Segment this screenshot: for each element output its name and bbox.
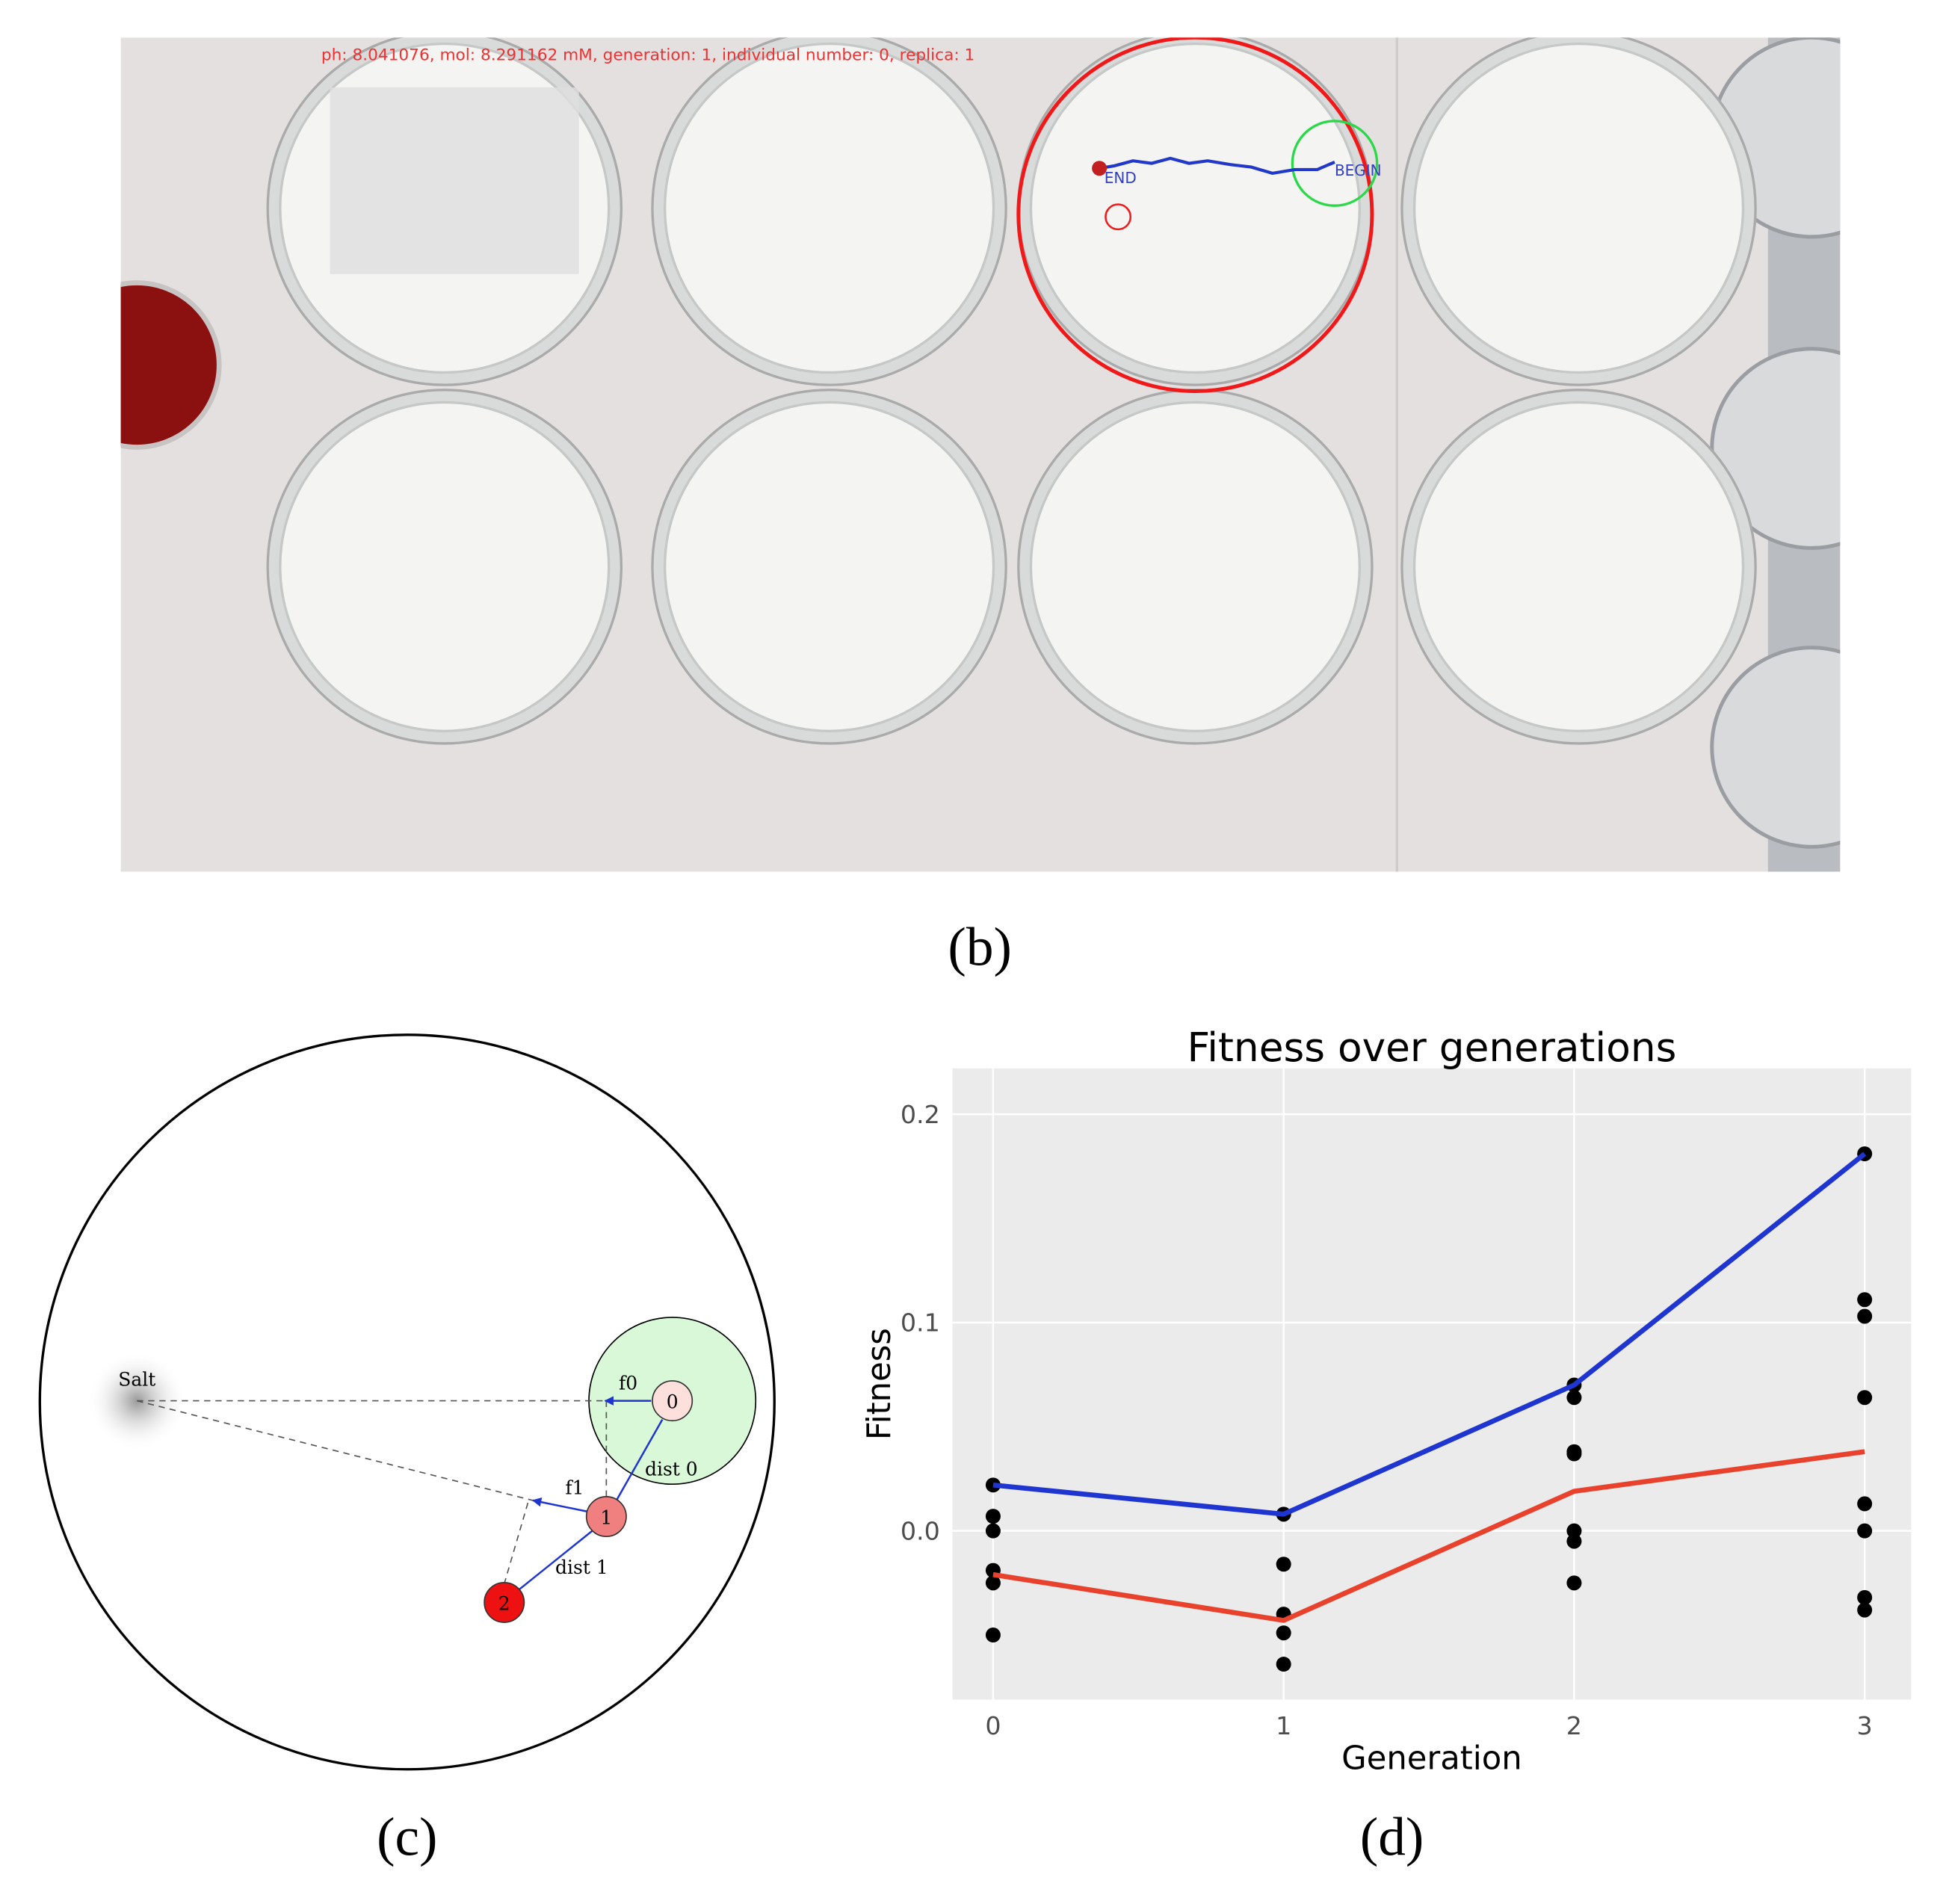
proj-1	[503, 1502, 529, 1584]
begin-circle	[1291, 120, 1379, 207]
x-tick-label: 0	[985, 1711, 1001, 1740]
data-point	[985, 1477, 1001, 1493]
caption-d: (d)	[1360, 1807, 1424, 1867]
y-tick-label: 0.0	[901, 1516, 940, 1545]
step-1	[508, 1525, 599, 1598]
dist-label: dist 0	[645, 1459, 698, 1480]
red-dish	[120, 280, 222, 450]
data-point	[1857, 1390, 1873, 1406]
data-point	[985, 1575, 1001, 1591]
x-axis-label: Generation	[1341, 1740, 1522, 1778]
chart-title: Fitness over generations	[1187, 1024, 1676, 1071]
node-label: 0	[667, 1391, 679, 1413]
salt-label: Salt	[118, 1369, 155, 1391]
data-point	[1857, 1496, 1873, 1512]
y-axis-label: Fitness	[861, 1328, 898, 1440]
petri-dish	[663, 42, 995, 374]
chart: 0.0 0.1 0.2 0 1 2 3 Fitness over generations Gen…	[861, 1024, 1912, 1778]
data-point	[1566, 1446, 1582, 1462]
force-1	[531, 1497, 588, 1513]
beaker	[1710, 646, 1841, 849]
petri-dish	[279, 401, 611, 732]
y-tick-label: 0.2	[901, 1100, 940, 1129]
data-point	[985, 1628, 1001, 1643]
trajectory	[1099, 156, 1335, 176]
data-point	[1857, 1523, 1873, 1539]
node-label: 2	[498, 1592, 510, 1614]
data-point	[1276, 1657, 1291, 1672]
force-label: f1	[565, 1477, 584, 1499]
data-point	[1857, 1589, 1873, 1605]
step-0	[609, 1418, 664, 1512]
target-circle	[1105, 203, 1132, 231]
data-point	[1276, 1557, 1291, 1572]
diagram: 0 1 2 Salt f0 f1 dist 0 dist 1	[38, 1033, 776, 1771]
data-point	[1857, 1602, 1873, 1618]
end-label: END	[1105, 169, 1137, 187]
data-point	[1566, 1575, 1582, 1591]
series-line	[992, 1152, 1867, 1517]
photo: END BEGIN ph: 8.041076, mol: 8.291162 mM, …	[120, 37, 1841, 872]
petri-dish	[1412, 401, 1745, 732]
begin-label: BEGIN	[1335, 161, 1382, 179]
arena-circle	[1016, 37, 1374, 393]
plot-background	[952, 1068, 1912, 1700]
petri-dish	[1412, 42, 1745, 374]
data-point	[1857, 1292, 1873, 1308]
caption-b: (b)	[948, 916, 1011, 977]
force-label: f0	[619, 1373, 637, 1394]
x-tick-label: 3	[1857, 1711, 1873, 1740]
node	[484, 1582, 525, 1623]
data-point	[1276, 1625, 1291, 1641]
caption-c: (c)	[377, 1807, 437, 1867]
salt-line-1	[137, 1400, 534, 1501]
series-line	[992, 1449, 1865, 1623]
y-tick-label: 0.1	[901, 1308, 940, 1338]
data-point	[1566, 1390, 1582, 1406]
end-dot	[1092, 161, 1108, 176]
dist-label: dist 1	[555, 1557, 608, 1578]
data-point	[985, 1523, 1001, 1539]
data-point	[1566, 1533, 1582, 1549]
beaker	[1710, 347, 1841, 550]
petri-dish	[663, 401, 995, 732]
data-point	[1857, 1308, 1873, 1324]
overlay-text: ph: 8.041076, mol: 8.291162 mM, generati…	[321, 46, 974, 64]
data-point	[1566, 1523, 1582, 1539]
petri-dish	[1029, 401, 1361, 732]
reflection	[330, 87, 579, 274]
petri-dish	[1029, 42, 1361, 374]
data-point	[985, 1509, 1001, 1524]
node	[652, 1380, 694, 1422]
x-tick-label: 1	[1276, 1711, 1291, 1740]
arena	[38, 1033, 776, 1771]
node-label: 1	[600, 1507, 612, 1529]
node	[585, 1496, 627, 1538]
x-tick-label: 2	[1566, 1711, 1582, 1740]
